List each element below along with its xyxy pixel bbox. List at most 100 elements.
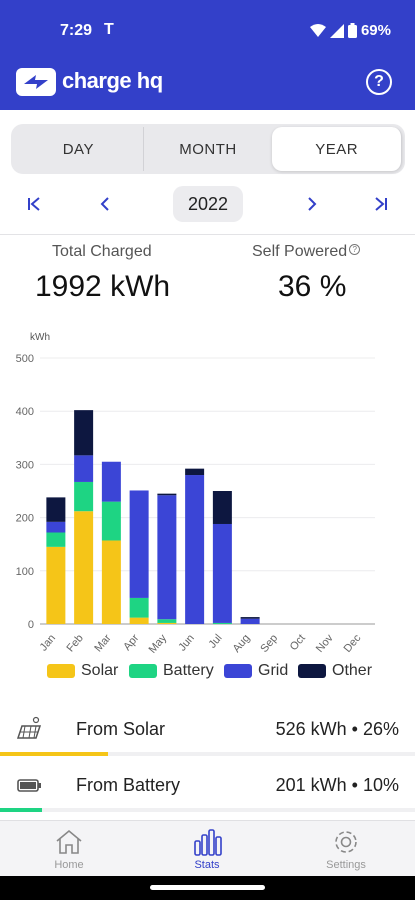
progress-track <box>0 808 415 812</box>
bar-battery-may <box>157 619 177 623</box>
breakdown-row-solar[interactable]: From Solar 526 kWh • 26% <box>0 702 415 756</box>
x-tick-label: Feb <box>65 632 86 654</box>
nav-settings-label: Settings <box>326 859 366 871</box>
self-powered-label: Self Powered <box>252 243 348 260</box>
x-tick-label: Sep <box>258 632 280 655</box>
bar-battery-mar <box>101 501 121 541</box>
bar-battery-apr <box>129 597 149 618</box>
x-tick-label: Apr <box>121 632 141 653</box>
bar-grid-may <box>157 495 177 620</box>
tab-year[interactable]: YEAR <box>272 127 403 171</box>
bar-battery-feb <box>74 481 94 512</box>
x-tick-label: Dec <box>342 632 364 655</box>
legend-item-solar: Solar <box>47 662 118 680</box>
home-indicator[interactable] <box>150 885 265 890</box>
x-tick-label: Nov <box>314 632 336 655</box>
x-tick-label: Jun <box>176 632 197 653</box>
bar-solar-feb <box>74 511 94 624</box>
divider <box>0 234 415 235</box>
legend-item-battery: Battery <box>129 662 214 680</box>
legend-swatch <box>129 664 157 678</box>
info-icon[interactable]: ? <box>349 244 361 255</box>
chart-legend: Solar Battery Grid Other <box>0 662 415 686</box>
skip-last-icon <box>375 197 387 211</box>
x-tick-label: Jul <box>206 632 224 650</box>
bar-battery-jan <box>46 532 66 547</box>
charge-hq-logo-icon <box>16 68 56 96</box>
y-axis-unit: kWh <box>30 332 50 343</box>
tab-day[interactable]: DAY <box>14 127 144 171</box>
bar-other-jul <box>212 491 232 524</box>
current-year[interactable]: 2022 <box>173 186 243 222</box>
y-tick-label: 400 <box>16 406 34 418</box>
prev-period-button[interactable] <box>90 186 120 222</box>
legend-label: Battery <box>163 662 214 679</box>
gesture-bar <box>0 876 415 900</box>
legend-label: Other <box>332 662 373 679</box>
nav-home[interactable]: Home <box>0 821 138 877</box>
legend-swatch <box>298 664 326 678</box>
legend-label: Grid <box>258 662 289 679</box>
skip-first-icon <box>28 197 40 211</box>
bar-grid-aug <box>240 618 260 624</box>
battery-percent: 69% <box>360 22 391 39</box>
legend-label: Solar <box>81 662 119 679</box>
breakdown-value: 526 kWh • 26% <box>275 719 399 739</box>
x-tick-label: Aug <box>231 632 253 655</box>
y-tick-label: 0 <box>28 619 34 631</box>
y-tick-label: 200 <box>16 513 34 525</box>
breakdown-value: 201 kWh • 10% <box>275 775 399 795</box>
self-powered-label-wrap: Self Powered? <box>252 243 361 261</box>
bar-solar-mar <box>101 540 121 624</box>
total-charged-value: 1992 kWh <box>35 270 171 303</box>
y-tick-label: 300 <box>16 459 34 471</box>
progress-track <box>0 752 415 756</box>
bar-grid-mar <box>101 461 121 502</box>
breakdown-label: From Battery <box>76 775 181 795</box>
first-period-button[interactable] <box>19 186 49 222</box>
nav-stats[interactable]: Stats <box>138 821 276 877</box>
x-tick-label: May <box>147 632 170 656</box>
breakdown-label: From Solar <box>76 719 166 739</box>
x-tick-label: Oct <box>288 632 308 653</box>
tab-month[interactable]: MONTH <box>179 140 237 158</box>
bar-grid-apr <box>129 490 149 598</box>
status-bar: 7:29 T 69% <box>0 0 415 56</box>
total-charged-label: Total Charged <box>52 243 152 260</box>
last-period-button[interactable] <box>366 186 396 222</box>
legend-swatch <box>47 664 75 678</box>
bar-battery-jul <box>212 622 232 624</box>
gear-icon <box>335 831 357 853</box>
legend-item-grid: Grid <box>224 662 288 680</box>
self-powered-value: 36 % <box>278 270 347 303</box>
bar-solar-may <box>157 622 177 624</box>
chevron-right-icon <box>308 197 317 211</box>
bar-grid-jun <box>185 475 205 624</box>
nav-settings[interactable]: Settings <box>277 821 415 877</box>
bar-grid-feb <box>74 455 94 482</box>
nav-stats-label: Stats <box>194 859 220 871</box>
chevron-left-icon <box>100 197 109 211</box>
battery-icon <box>17 779 41 792</box>
yearly-charge-chart: kWh 0 100 200 300 400 500 Jan Feb Mar Apr May Jun Jul… <box>16 332 375 656</box>
legend-item-other: Other <box>298 662 372 680</box>
breakdown-row-battery[interactable]: From Battery 201 kWh • 10% <box>0 758 415 812</box>
wifi-icon <box>309 23 326 37</box>
nav-home-label: Home <box>54 859 84 871</box>
bar-other-may <box>157 493 177 496</box>
x-tick-label: Jan <box>38 632 59 653</box>
y-tick-label: 100 <box>16 566 34 578</box>
bar-other-feb <box>74 410 94 456</box>
bottom-nav: Home Stats Settings <box>0 820 415 876</box>
bar-grid-jul <box>212 523 232 623</box>
help-button[interactable]: ? <box>366 69 392 95</box>
period-selector: DAY MONTH YEAR <box>11 124 405 174</box>
app-title: charge hq <box>62 68 163 93</box>
battery-progress-bar <box>0 808 42 812</box>
cell-signal-icon <box>329 23 344 38</box>
solar-panel-icon <box>16 716 42 739</box>
legend-swatch <box>224 664 252 678</box>
status-time: 7:29 <box>60 22 93 39</box>
bar-chart-icon <box>194 829 222 856</box>
next-period-button[interactable] <box>297 186 327 222</box>
